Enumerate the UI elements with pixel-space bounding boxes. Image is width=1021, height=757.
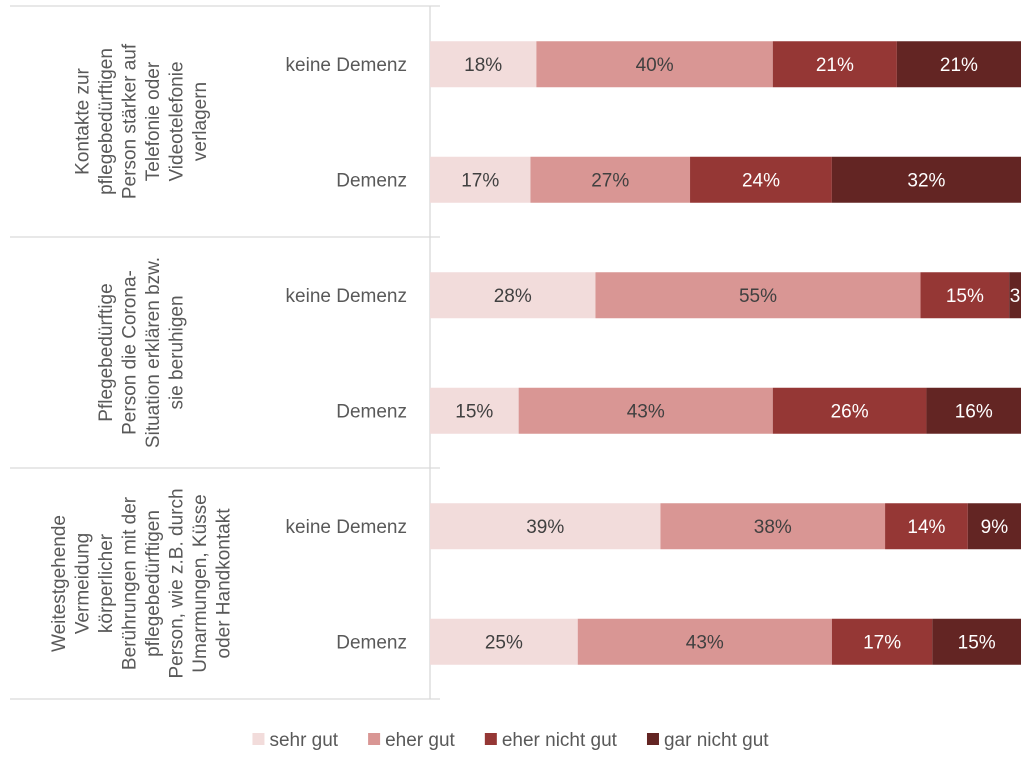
data-label: 32% [907,170,945,191]
group-label-line: Situation erklären bzw. [143,257,164,448]
bar-segment [896,41,1021,88]
legend-label: sehr gut [269,730,338,751]
data-label: 15% [946,286,984,307]
legend-swatch [646,733,659,745]
data-label: 3 [1010,286,1021,307]
bar-segment [430,387,519,434]
bar-segment [430,41,537,88]
bar-segment [831,618,933,665]
bar-segment [1009,272,1021,319]
group-label-line: Pflegebedürftige [96,283,117,421]
data-label: 38% [754,517,792,538]
legend: sehr gut eher gut eher nicht gut gar nicht … [252,730,769,751]
group-label-line: Kontakte zur [72,67,93,174]
data-label: 43% [686,632,724,653]
data-label: 21% [816,55,854,76]
data-label: 15% [958,632,996,653]
group-label-line: sie beruhigen [166,295,187,409]
category-labels: keine Demenz Demenz keine Demenz Demenz kein… [286,55,407,654]
group-label-line: pflegebedürftigen [143,510,164,657]
data-label: 15% [455,401,493,422]
bar-segment [530,156,691,203]
group-label: Pflegebedürftige Person die Corona- Situat… [96,257,188,448]
category-label: Demenz [336,170,407,191]
group-label-line: Vermeidung [72,533,93,634]
bar-segment [430,618,578,665]
category-label: Demenz [336,632,407,653]
group-label-line: oder Handkontakt [213,508,234,659]
data-label: 24% [742,170,780,191]
bar-segment [690,156,832,203]
data-label: 14% [907,517,945,538]
category-label: keine Demenz [286,517,407,538]
bar-segment [518,387,773,434]
bar-segment [536,41,773,88]
legend-swatch [484,733,497,745]
group-label-line: Weitestgehende [49,515,70,652]
group-labels: Kontakte zur pflegebedürftigen Person stär… [49,43,235,678]
data-label: 28% [494,286,532,307]
data-label: 43% [627,401,665,422]
bar-segment [932,618,1021,665]
group-label: Weitestgehende Vermeidung körperlicher Berü… [49,488,235,678]
bar-segment [660,503,886,550]
bar-segment [772,387,927,434]
bar-segment [595,272,921,319]
group-label-line: Person stärker auf [119,43,140,199]
data-label: 25% [485,632,523,653]
data-label: 55% [739,286,777,307]
chart-frame [10,5,440,700]
category-label: keine Demenz [286,286,407,307]
group-label-line: Videotelefonie [166,61,187,181]
data-label: 21% [940,55,978,76]
bar-segment [430,503,661,550]
bar-segment [831,156,1021,203]
data-label: 16% [955,401,993,422]
data-label: 26% [831,401,869,422]
data-label: 9% [981,517,1009,538]
group-label: Kontakte zur pflegebedürftigen Person stär… [72,43,211,199]
legend-label: gar nicht gut [664,730,769,751]
legend-label: eher nicht gut [502,730,618,751]
group-label-line: Person, wie z.B. durch [166,488,187,678]
data-label: 18% [464,55,502,76]
legend-swatch [368,733,381,745]
bar-segment [967,503,1021,550]
group-label-line: pflegebedürftigen [96,48,117,195]
bar-segment [772,41,897,88]
group-label-line: Berührungen mit der [119,496,140,670]
data-label: 17% [461,170,499,191]
category-label: Demenz [336,401,407,422]
group-label-line: körperlicher [96,533,117,633]
data-label: 17% [863,632,901,653]
legend-label: eher gut [385,730,455,751]
data-label: 39% [526,517,564,538]
bar-segment [920,272,1010,319]
bar-segment [885,503,968,550]
bar-segment [430,156,531,203]
bar-segment [430,272,596,319]
group-label-line: Telefonie oder [143,61,164,181]
bar-segment [577,618,832,665]
category-label: keine Demenz [286,55,407,76]
bar-segment [926,387,1021,434]
data-label: 40% [636,55,674,76]
group-label-line: Umarmungen, Küsse [190,494,211,672]
data-label: 27% [591,170,629,191]
group-label-line: Person die Corona- [119,270,140,435]
bars: 18% 40% 21% 21% 17% 27% 24% 32% 28% 55% 15% 3 15% 43%… [430,41,1021,665]
group-label-line: verlagern [190,82,211,161]
legend-swatch [252,733,265,745]
